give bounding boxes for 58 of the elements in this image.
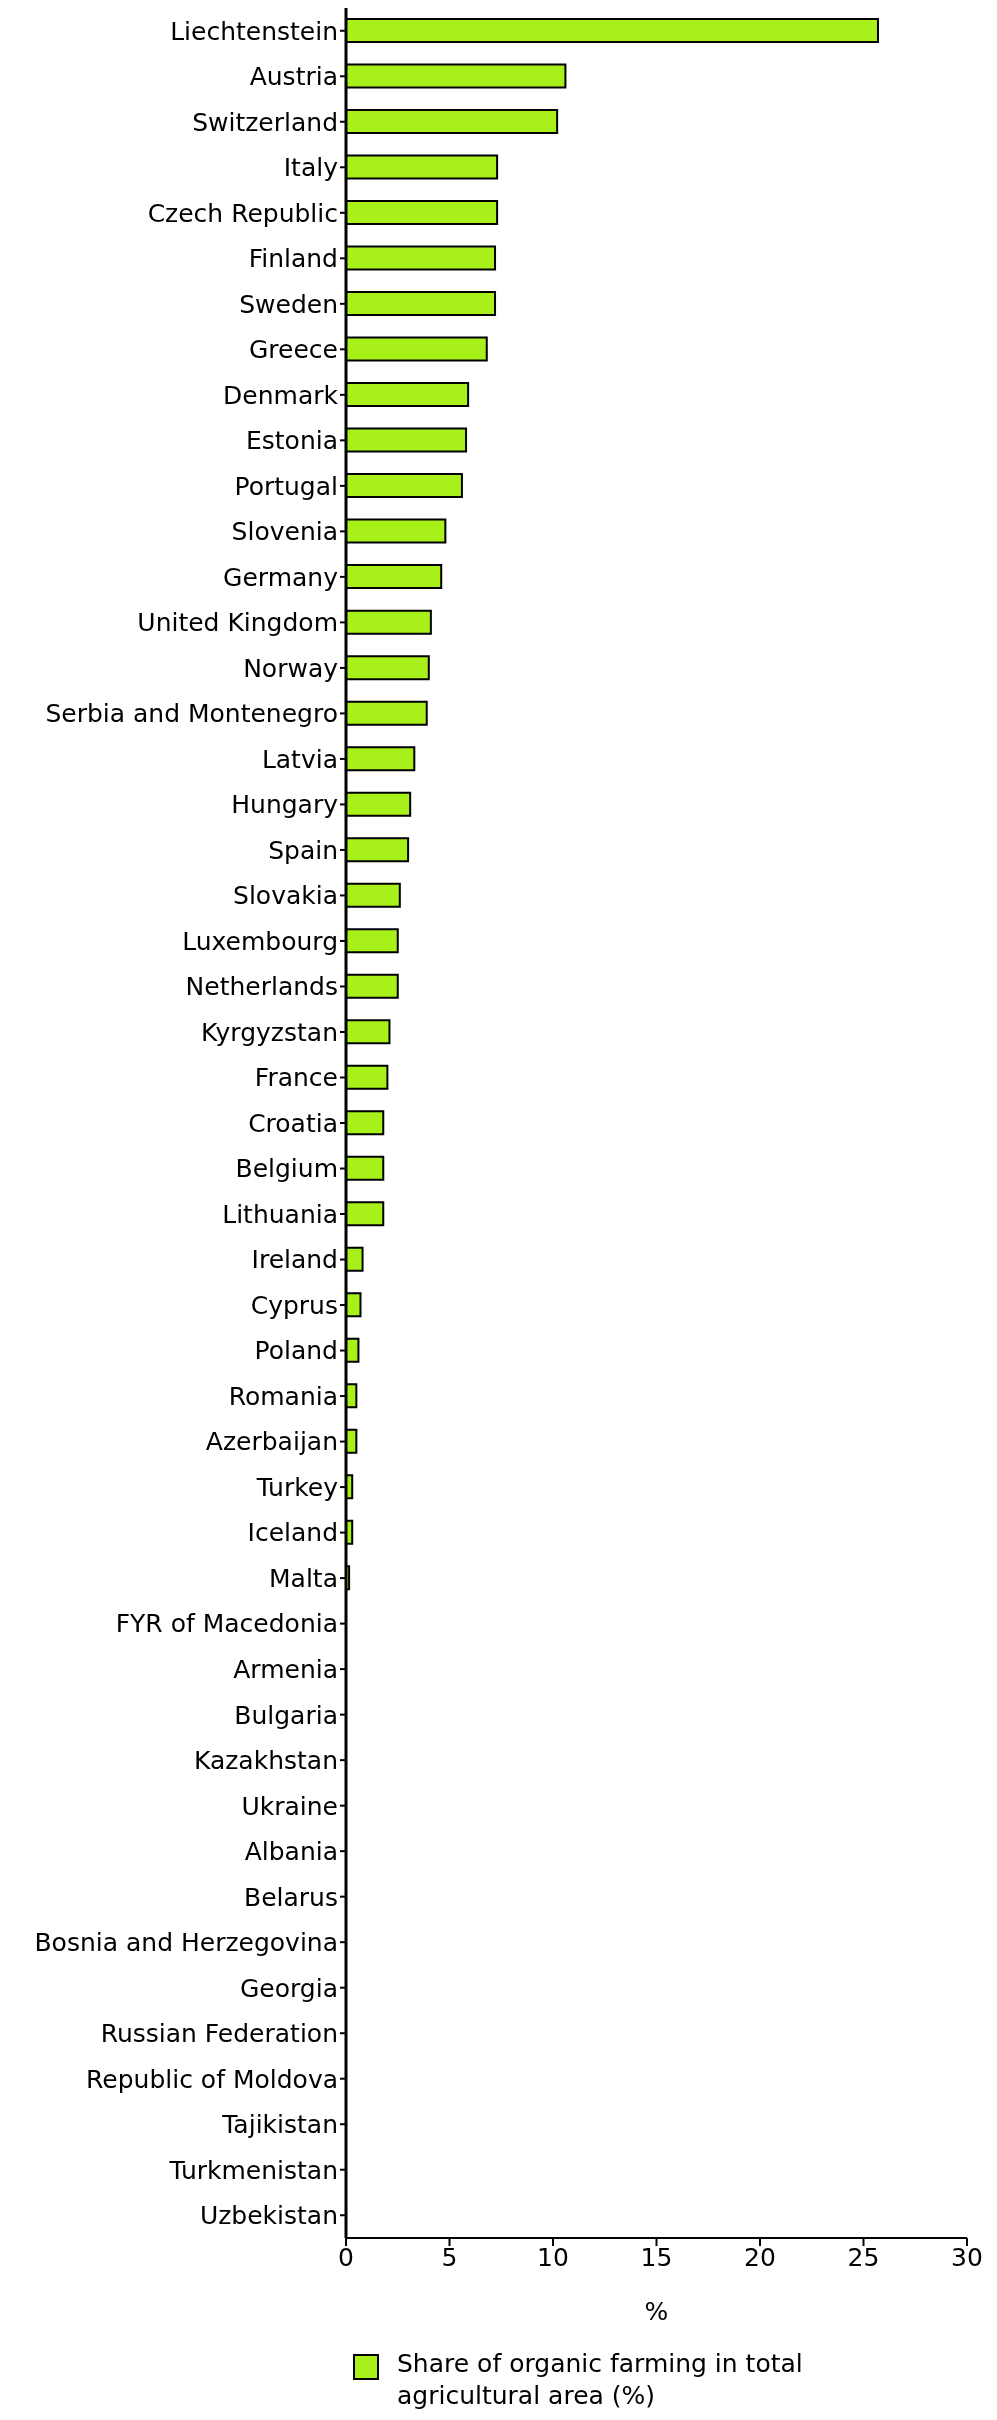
y-tick-label: Albania — [244, 1837, 338, 1867]
y-tick-label: Poland — [254, 1336, 338, 1366]
y-tick-label: Croatia — [248, 1108, 338, 1138]
y-tick-label: Czech Republic — [147, 198, 338, 228]
y-tick-label: Lithuania — [222, 1199, 338, 1229]
y-tick-label: Georgia — [239, 1973, 338, 2003]
y-tick-label: Denmark — [223, 380, 339, 410]
y-tick-label: Turkey — [255, 1472, 339, 1502]
y-tick-label: FYR of Macedonia — [115, 1609, 338, 1639]
y-tick-label: Portugal — [234, 471, 338, 501]
y-tick-label: United Kingdom — [137, 608, 338, 638]
y-tick-label: Germany — [223, 562, 339, 592]
y-tick-label: Slovakia — [233, 881, 338, 911]
y-tick-label: Hungary — [231, 790, 339, 820]
y-tick-label: Spain — [268, 835, 338, 865]
y-tick-label: Kyrgyzstan — [201, 1017, 338, 1047]
y-tick-label: Tajikistan — [221, 2110, 338, 2140]
y-tick-label: Ukraine — [241, 1791, 338, 1821]
y-tick-label: Greece — [249, 335, 338, 365]
y-tick-label: Slovenia — [231, 517, 338, 547]
x-tick-label: 25 — [847, 2242, 880, 2272]
y-tick-label: Italy — [283, 153, 339, 183]
y-tick-label: Ireland — [251, 1245, 338, 1275]
y-tick-label: Bosnia and Herzegovina — [34, 1928, 338, 1958]
y-tick-label: Austria — [249, 62, 338, 92]
x-tick-label: 20 — [744, 2242, 776, 2272]
y-tick-label: Estonia — [245, 426, 338, 456]
legend-label: Share of organic farming in total agricultural area (%) — [397, 2348, 804, 2412]
y-tick-label: Serbia and Montenegro — [45, 699, 338, 729]
x-tick-label: 0 — [338, 2242, 354, 2272]
x-tick-label: 10 — [537, 2242, 569, 2272]
y-tick-label: Netherlands — [185, 972, 338, 1002]
y-tick-label: Switzerland — [192, 107, 338, 137]
y-tick-label: France — [254, 1063, 338, 1093]
y-tick-label: Bulgaria — [234, 1700, 338, 1730]
y-tick-label: Uzbekistan — [199, 2201, 338, 2231]
y-tick-label: Sweden — [239, 289, 338, 319]
y-tick-label: Malta — [269, 1563, 338, 1593]
y-tick-label: Turkmenistan — [168, 2155, 338, 2185]
x-axis-title: % — [644, 2297, 669, 2326]
y-tick-label: Kazakhstan — [193, 1746, 338, 1776]
y-tick-label: Finland — [248, 244, 338, 274]
y-tick-label: Norway — [243, 653, 339, 683]
y-tick-label: Russian Federation — [100, 2019, 338, 2049]
y-tick-label: Iceland — [247, 1518, 338, 1548]
y-tick-label: Cyprus — [250, 1290, 338, 1320]
y-tick-label: Azerbaijan — [205, 1427, 338, 1457]
y-tick-label: Armenia — [233, 1655, 338, 1684]
x-tick-label: 15 — [640, 2242, 673, 2272]
x-tick-label: 5 — [441, 2242, 458, 2272]
y-tick-label: Belarus — [244, 1882, 338, 1912]
y-tick-label: Liechtenstein — [170, 16, 338, 46]
y-tick-label: Luxembourg — [182, 926, 338, 956]
y-tick-label: Republic of Moldova — [86, 2064, 338, 2094]
y-tick-label: Romania — [228, 1381, 338, 1411]
x-tick-label: 30 — [951, 2242, 983, 2272]
y-tick-label: Latvia — [261, 744, 338, 774]
y-tick-label: Belgium — [235, 1154, 338, 1184]
